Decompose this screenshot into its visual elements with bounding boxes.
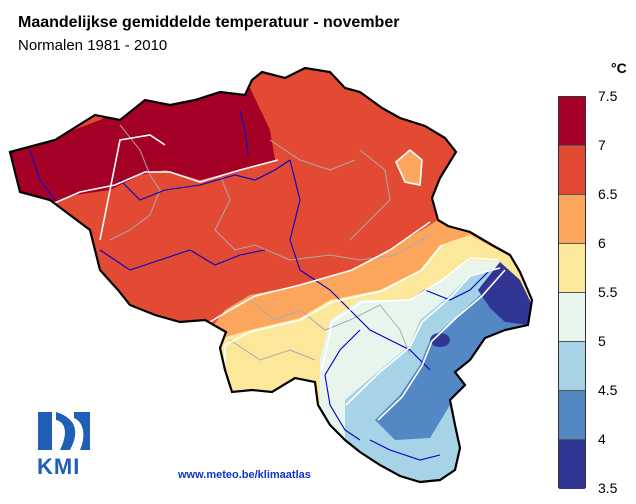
legend-tick-label: 4 <box>598 431 606 447</box>
legend-swatch <box>559 391 585 440</box>
isotherms <box>49 134 506 421</box>
legend-tick-label: 6.5 <box>598 186 618 202</box>
legend-swatch <box>559 195 585 244</box>
color-legend <box>558 96 586 489</box>
legend-swatch <box>559 97 585 146</box>
kmi-logo-text: KMI <box>37 454 81 479</box>
zone-4-4.5 <box>375 270 530 440</box>
legend-swatch <box>559 146 585 195</box>
legend-tick-label: 7 <box>598 137 606 153</box>
map-title: Maandelijkse gemiddelde temperatuur - no… <box>18 14 400 31</box>
province-borders <box>109 124 431 361</box>
legend-tick-label: 7.5 <box>598 88 618 104</box>
legend-tick-label: 5 <box>598 333 606 349</box>
legend-swatch <box>559 244 585 293</box>
footer-url-link[interactable]: www.meteo.be/klimaatlas <box>178 469 311 481</box>
legend-tick-label: 5.5 <box>598 284 618 300</box>
legend-unit: °C <box>611 60 627 76</box>
legend-tick-label: 4.5 <box>598 382 618 398</box>
zone-3.5-4-plateau <box>430 333 450 347</box>
zone-3.5-4-east <box>478 262 532 325</box>
map-subtitle: Normalen 1981 - 2010 <box>18 37 168 54</box>
kmi-logo-icon <box>38 412 90 450</box>
legend-swatch <box>559 293 585 342</box>
country-border <box>8 66 534 484</box>
legend-swatch <box>559 342 585 391</box>
rivers <box>29 109 491 461</box>
zone-7-7.5 <box>10 88 275 210</box>
legend-tick-label: 6 <box>598 235 606 251</box>
legend-tick-label: 3.5 <box>598 480 618 496</box>
legend-swatch <box>559 440 585 489</box>
